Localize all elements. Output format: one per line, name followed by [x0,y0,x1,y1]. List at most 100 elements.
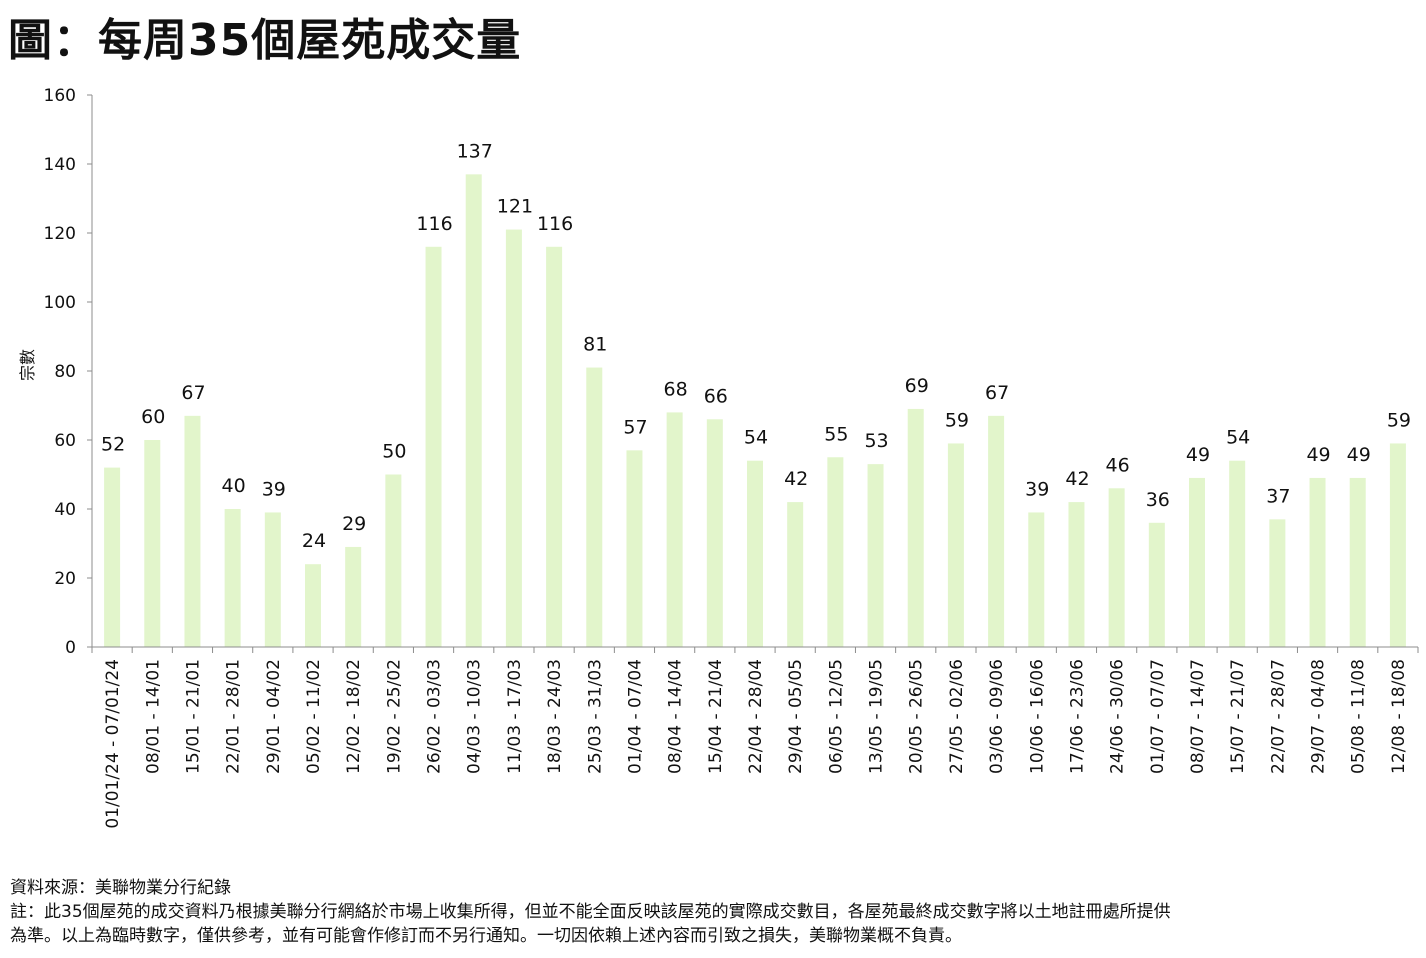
x-tick-label: 05/02 - 11/02 [304,659,324,774]
y-tick-label: 120 [44,224,76,244]
x-tick-label: 18/03 - 24/03 [545,659,565,774]
y-axis-title: 宗數 [18,349,37,381]
x-tick-label: 26/02 - 03/03 [425,659,445,774]
data-label: 49 [1347,444,1371,466]
bar [787,502,804,647]
bar [827,457,844,647]
data-label: 116 [416,213,452,235]
bar [425,246,442,648]
x-tick-label: 05/08 - 11/08 [1349,659,1369,774]
data-label: 46 [1106,454,1130,476]
data-label: 29 [342,513,366,535]
bar [626,450,643,647]
y-tick-label: 20 [54,569,76,589]
bar [947,443,964,647]
data-label: 69 [905,375,929,397]
x-tick-label: 29/01 - 04/02 [264,659,284,774]
x-tick-label: 20/05 - 26/05 [907,659,927,774]
x-tick-label: 13/05 - 19/05 [867,659,887,774]
bar [385,474,402,647]
data-label: 55 [824,423,848,445]
x-tick-label: 25/03 - 31/03 [585,659,605,774]
data-label: 39 [262,478,286,500]
x-tick-label: 10/06 - 16/06 [1027,659,1047,774]
data-label: 137 [457,140,493,162]
x-tick-label: 01/07 - 07/07 [1148,659,1168,774]
data-label: 50 [382,441,406,463]
bar [264,512,281,647]
bar [305,564,321,647]
y-tick-label: 100 [44,293,76,313]
data-label: 39 [1025,478,1049,500]
bar [345,546,362,647]
data-label: 37 [1266,485,1290,507]
bar [546,246,563,648]
data-label: 52 [101,434,125,456]
x-tick-label: 01/04 - 07/04 [625,659,645,774]
data-label: 36 [1146,489,1170,511]
x-tick-label: 08/07 - 14/07 [1188,659,1208,774]
bar [144,440,161,647]
data-label: 59 [1387,409,1411,431]
source-note: 資料來源：美聯物業分行紀錄 [10,878,231,898]
data-label: 49 [1186,444,1210,466]
x-tick-label: 22/01 - 28/01 [224,659,244,774]
x-axis-tick-labels: 01/01/24 - 07/01/24 08/01 - 14/01 15/01 - … [91,647,1419,829]
x-tick-label: 12/02 - 18/02 [344,659,364,774]
data-label: 121 [497,196,533,218]
y-tick-label: 60 [54,431,76,451]
data-label: 81 [583,334,607,356]
x-tick-label: 29/07 - 04/08 [1309,659,1329,774]
data-label: 67 [985,382,1009,404]
x-tick-label: 04/03 - 10/03 [465,659,485,774]
x-tick-label: 15/04 - 21/04 [706,659,726,774]
y-tick-label: 40 [54,500,76,520]
data-label: 54 [1226,427,1250,449]
bar [1189,477,1205,647]
bar [586,367,603,647]
data-label: 57 [623,416,647,438]
disclaimer-line-2: 為準。以上為臨時數字，僅供參考，並有可能會作修訂而不另行通知。一切因依賴上述內容… [10,926,962,946]
data-label: 116 [537,213,573,235]
bar [224,509,241,647]
data-label: 60 [141,406,165,428]
data-label: 67 [181,382,205,404]
x-tick-label: 12/08 - 18/08 [1389,659,1409,774]
bar [988,415,1005,647]
x-tick-label: 19/02 - 25/02 [384,659,404,774]
data-label: 54 [744,427,768,449]
bar [1309,477,1326,647]
data-label: 40 [222,475,246,497]
disclaimer-line-1: 註：此35個屋苑的成交資料乃根據美聯分行網絡於市場上收集所得，但並不能全面反映該… [10,902,1171,922]
data-label: 68 [664,378,688,400]
bar [666,412,683,647]
bar [1108,488,1125,647]
x-tick-label: 27/05 - 02/06 [947,659,967,774]
bars-group [104,174,1406,648]
bar [1068,502,1085,647]
data-label: 42 [784,468,808,490]
x-tick-label: 01/01/24 - 07/01/24 [103,659,123,829]
x-tick-label: 03/06 - 09/06 [987,659,1007,774]
bar [1349,477,1366,647]
data-label: 49 [1306,444,1330,466]
bar [1269,519,1286,647]
data-label: 42 [1065,468,1089,490]
x-tick-label: 15/01 - 21/01 [183,659,203,774]
bar [907,408,924,647]
bar [184,415,201,647]
y-tick-label: 140 [44,155,76,175]
bar [1028,512,1045,647]
y-axis-ticks: 0 20 40 60 80 100 120 140 160 [44,86,92,658]
x-tick-label: 08/04 - 14/04 [666,659,686,774]
x-tick-label: 22/04 - 28/04 [746,659,766,774]
x-tick-label: 17/06 - 23/06 [1067,659,1087,774]
x-tick-label: 08/01 - 14/01 [143,659,163,774]
bar-chart: 0 20 40 60 80 100 120 140 160 52 60 67 40 39 24 29 50 11… [18,86,1419,829]
bar [867,464,884,647]
data-label: 59 [945,409,969,431]
bar [1148,522,1165,647]
bar [1229,460,1246,647]
bar [1389,443,1406,647]
bar [465,174,482,647]
